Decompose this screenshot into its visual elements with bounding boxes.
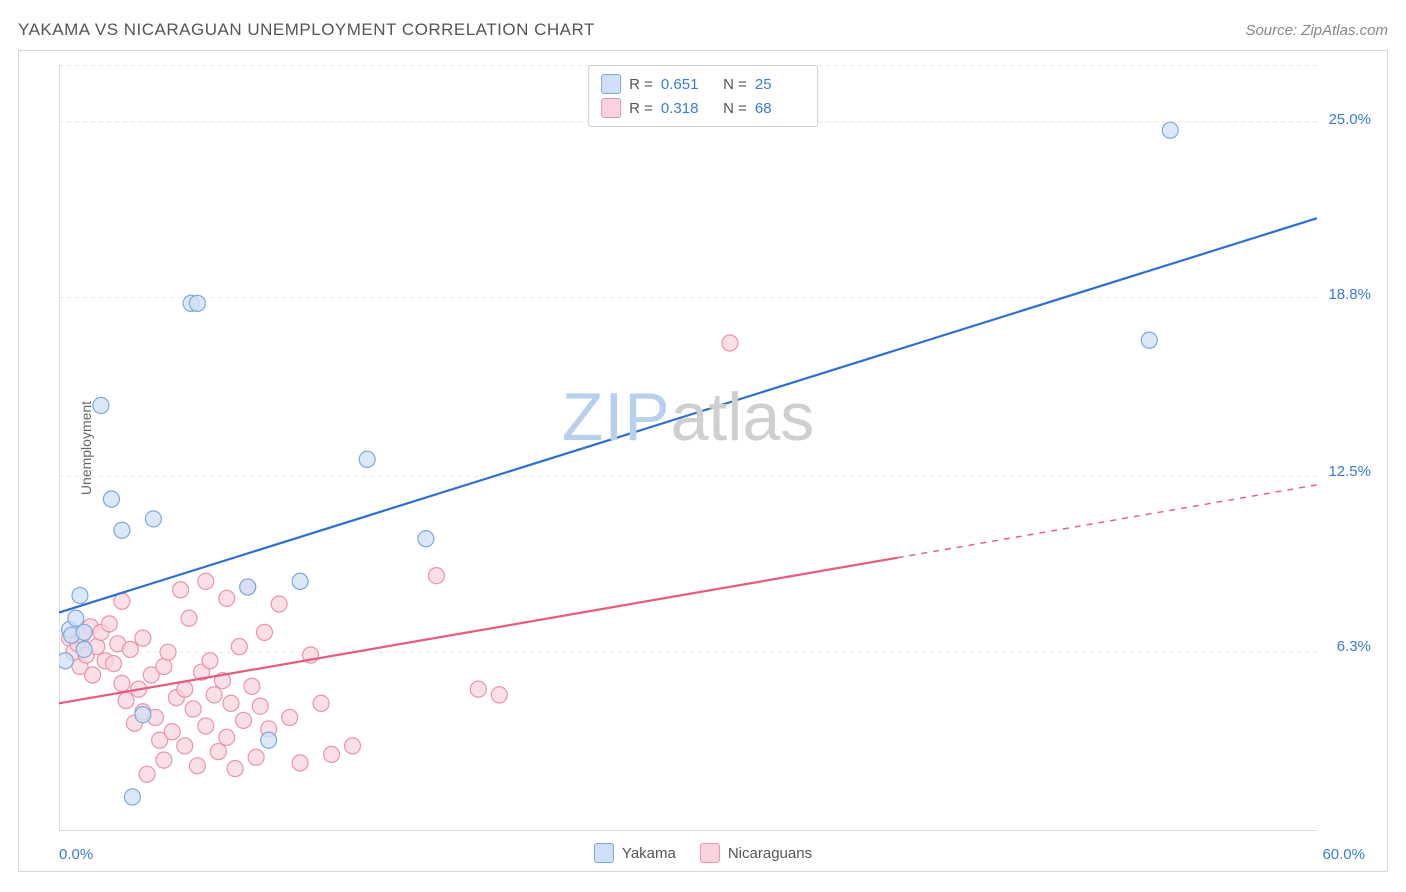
y-tick-label: 6.3% xyxy=(1337,638,1371,655)
swatch-nicaraguans xyxy=(601,98,621,118)
n-value-nicaraguans: 68 xyxy=(755,100,805,117)
swatch-nicaraguans xyxy=(700,843,720,863)
y-axis-label: Unemployment xyxy=(78,401,94,495)
legend-label-nicaraguans: Nicaraguans xyxy=(728,845,812,862)
stats-row-yakama: R = 0.651 N = 25 xyxy=(601,72,805,96)
n-value-yakama: 25 xyxy=(755,76,805,93)
r-value-nicaraguans: 0.318 xyxy=(661,100,711,117)
y-tick-label: 12.5% xyxy=(1328,463,1371,480)
r-label: R = xyxy=(629,76,653,93)
series-legend: Yakama Nicaraguans xyxy=(594,843,812,863)
n-label: N = xyxy=(719,100,747,117)
r-value-yakama: 0.651 xyxy=(661,76,711,93)
legend-item-yakama: Yakama xyxy=(594,843,676,863)
swatch-yakama xyxy=(601,74,621,94)
y-tick-label: 25.0% xyxy=(1328,111,1371,128)
n-label: N = xyxy=(719,76,747,93)
x-max-label: 60.0% xyxy=(1322,846,1365,863)
scatter-plot-svg xyxy=(59,65,1317,831)
swatch-yakama xyxy=(594,843,614,863)
chart-container: Unemployment ZIPatlas R = 0.651 N = 25 R… xyxy=(18,50,1388,872)
y-tick-label: 18.8% xyxy=(1328,286,1371,303)
x-origin-label: 0.0% xyxy=(59,846,93,863)
r-label: R = xyxy=(629,100,653,117)
chart-title: YAKAMA VS NICARAGUAN UNEMPLOYMENT CORREL… xyxy=(18,20,595,40)
legend-label-yakama: Yakama xyxy=(622,845,676,862)
stats-row-nicaraguans: R = 0.318 N = 68 xyxy=(601,96,805,120)
source-label: Source: ZipAtlas.com xyxy=(1245,22,1388,39)
legend-item-nicaraguans: Nicaraguans xyxy=(700,843,812,863)
stats-legend: R = 0.651 N = 25 R = 0.318 N = 68 xyxy=(588,65,818,127)
plot-area: Unemployment ZIPatlas xyxy=(59,65,1317,831)
